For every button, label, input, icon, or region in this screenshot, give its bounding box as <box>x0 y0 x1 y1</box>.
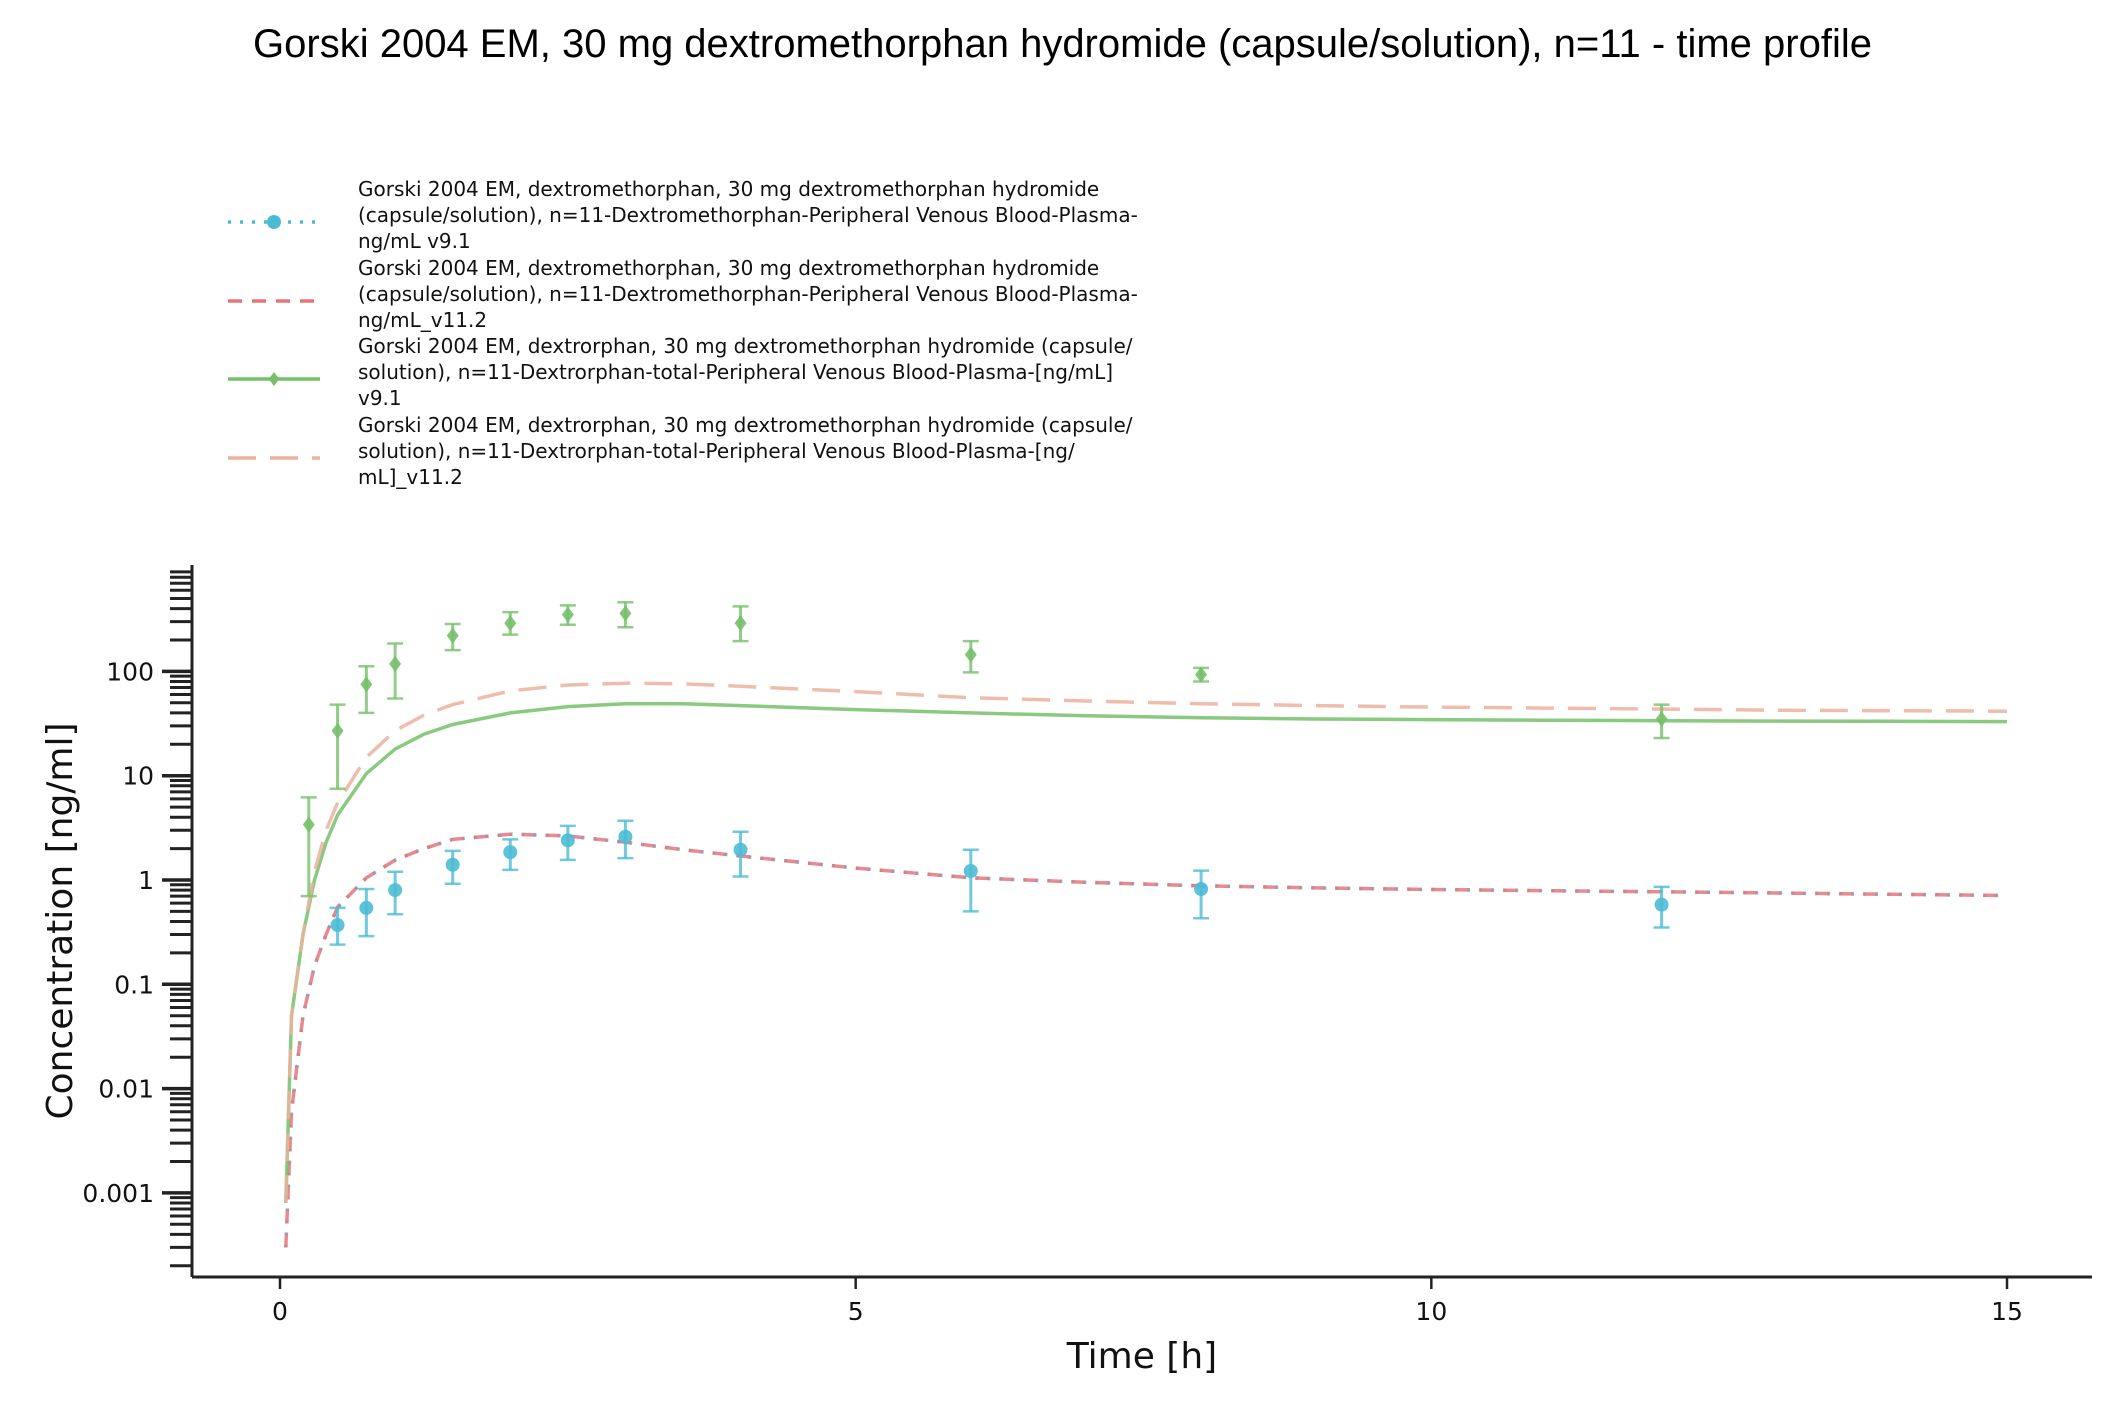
data-point <box>330 918 345 933</box>
legend-label: Gorski 2004 EM, dextrorphan, 30 mg dextr… <box>358 334 1133 358</box>
data-point <box>619 605 632 622</box>
series-line-3 <box>284 701 2008 1204</box>
legend-label: solution), n=11-Dextrorphan-total-Periph… <box>358 439 1075 463</box>
legend-label: Gorski 2004 EM, dextrorphan, 30 mg dextr… <box>358 413 1133 437</box>
data-point <box>964 646 977 663</box>
legend-item-1: Gorski 2004 EM, dextromethorphan, 30 mg … <box>228 177 1138 253</box>
data-point <box>359 900 374 915</box>
data-point <box>561 606 574 623</box>
data-point <box>331 722 344 739</box>
chart-title: Gorski 2004 EM, 30 mg dextromethorphan h… <box>253 22 1872 66</box>
data-point <box>733 842 748 857</box>
data-point <box>445 857 460 872</box>
y-tick-label: 0.01 <box>98 1075 154 1104</box>
legend-label: (capsule/solution), n=11-Dextromethorpha… <box>358 203 1138 227</box>
legend-marker <box>267 215 281 229</box>
legend-label: (capsule/solution), n=11-Dextromethorpha… <box>358 282 1138 306</box>
y-tick-label: 0.001 <box>82 1179 154 1208</box>
x-tick-label: 0 <box>272 1297 288 1326</box>
data-point <box>1655 710 1668 727</box>
data-point <box>1654 897 1669 912</box>
plot-area <box>284 601 2008 1248</box>
legend-label: v9.1 <box>358 386 402 410</box>
data-point <box>389 655 402 672</box>
legend-marker <box>268 372 280 386</box>
x-axis-label: Time [h] <box>1066 1336 1217 1377</box>
legend: Gorski 2004 EM, dextromethorphan, 30 mg … <box>228 177 1138 489</box>
series-line-2 <box>284 832 2008 1248</box>
axes: 0 5 10 15 Time [h] 0.001 0.01 0.1 1 10 100 Concentr… <box>40 565 2092 1377</box>
data-point <box>446 627 459 644</box>
series-line-4 <box>284 681 2008 1204</box>
legend-item-4: Gorski 2004 EM, dextrorphan, 30 mg dextr… <box>228 413 1133 489</box>
y-tick-label: 100 <box>106 657 154 686</box>
x-tick-label: 5 <box>848 1297 864 1326</box>
legend-label: mL]_v11.2 <box>358 465 463 489</box>
legend-label: solution), n=11-Dextrorphan-total-Periph… <box>358 360 1113 384</box>
data-point <box>560 833 575 848</box>
y-tick-label: 0.1 <box>114 970 154 999</box>
x-tick-label: 15 <box>1991 1297 2023 1326</box>
data-point <box>618 829 633 844</box>
legend-item-2: Gorski 2004 EM, dextromethorphan, 30 mg … <box>228 256 1138 332</box>
data-point <box>360 676 373 693</box>
legend-item-3: Gorski 2004 EM, dextrorphan, 30 mg dextr… <box>228 334 1133 410</box>
series-line-1 <box>284 832 2008 1248</box>
y-axis-label: Concentration [ng/ml] <box>40 722 81 1119</box>
legend-label: ng/mL_v11.2 <box>358 308 487 332</box>
data-point <box>388 883 403 898</box>
data-point <box>504 615 517 632</box>
data-point <box>302 816 315 833</box>
data-point <box>1195 666 1208 683</box>
y-tick-label: 1 <box>138 866 154 895</box>
data-point <box>503 845 518 860</box>
y-tick-label: 10 <box>122 762 154 791</box>
x-tick-label: 10 <box>1415 1297 1447 1326</box>
legend-label: ng/mL v9.1 <box>358 229 471 253</box>
legend-label: Gorski 2004 EM, dextromethorphan, 30 mg … <box>358 256 1099 280</box>
data-point <box>963 863 978 878</box>
data-point <box>1194 881 1209 896</box>
data-point <box>734 615 747 632</box>
legend-label: Gorski 2004 EM, dextromethorphan, 30 mg … <box>358 177 1099 201</box>
